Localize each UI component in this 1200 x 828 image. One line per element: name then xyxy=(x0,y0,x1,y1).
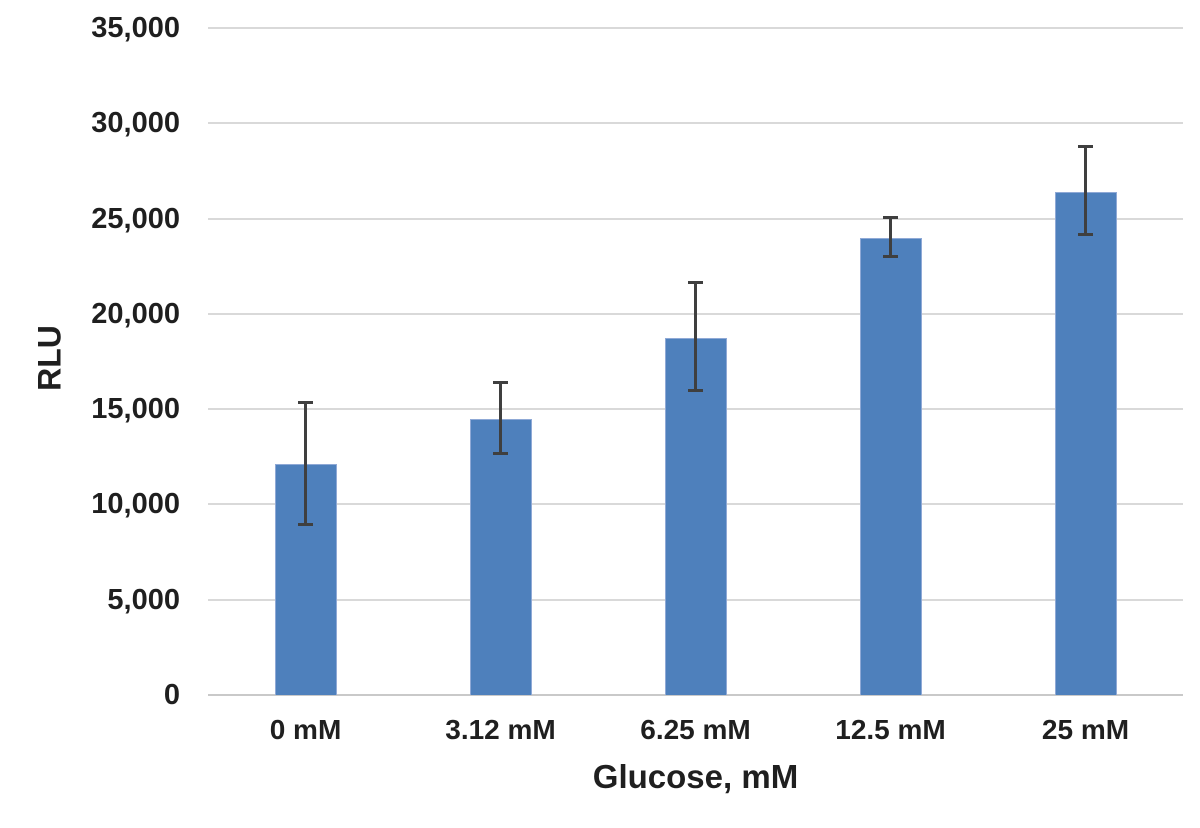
x-tick-label: 25 mM xyxy=(1041,714,1130,745)
x-axis-title: Glucose, mM xyxy=(592,758,799,795)
y-tick-label: 20,000 xyxy=(91,297,180,330)
y-tick-label: 5,000 xyxy=(107,583,180,616)
bar-25-mm xyxy=(1054,191,1117,695)
error-bar-line xyxy=(499,382,502,454)
y-axis-title: RLU xyxy=(31,325,68,391)
error-bar-line xyxy=(304,401,307,526)
x-tick-label: 0 mM xyxy=(269,714,342,745)
y-tick-label: 25,000 xyxy=(91,202,180,235)
gridline xyxy=(208,217,1183,220)
plot-area xyxy=(208,27,1183,696)
error-bar-cap-top xyxy=(1078,145,1093,149)
error-bar-cap-bottom xyxy=(298,523,313,527)
bar-0-mm xyxy=(274,464,337,695)
error-bar-line xyxy=(694,282,697,392)
bar-3.12-mm xyxy=(469,418,532,695)
x-axis-line xyxy=(208,694,1183,696)
x-tick-label: 12.5 mM xyxy=(835,714,946,745)
error-bar-cap-top xyxy=(493,381,508,385)
error-bar-line xyxy=(1084,146,1087,235)
error-bar-cap-top xyxy=(688,281,703,285)
y-tick-label: 0 xyxy=(163,679,180,711)
error-bar-cap-bottom xyxy=(688,389,703,393)
y-tick-label: 35,000 xyxy=(91,12,180,44)
error-bar-cap-top xyxy=(883,215,898,219)
error-bar-cap-bottom xyxy=(493,451,508,455)
y-tick-label: 10,000 xyxy=(91,488,180,521)
error-bar-cap-bottom xyxy=(883,254,898,258)
error-bar-cap-top xyxy=(298,400,313,404)
bar-6.25-mm xyxy=(664,337,727,695)
error-bar-cap-bottom xyxy=(1078,232,1093,236)
y-tick-label: 15,000 xyxy=(91,393,180,426)
gridline xyxy=(208,122,1183,125)
x-tick-label: 3.12 mM xyxy=(445,714,556,745)
y-tick-label: 30,000 xyxy=(91,107,180,140)
gridline xyxy=(208,27,1183,29)
x-tick-label: 6.25 mM xyxy=(640,714,751,745)
error-bar-line xyxy=(889,216,892,257)
bar-12.5-mm xyxy=(859,237,922,695)
